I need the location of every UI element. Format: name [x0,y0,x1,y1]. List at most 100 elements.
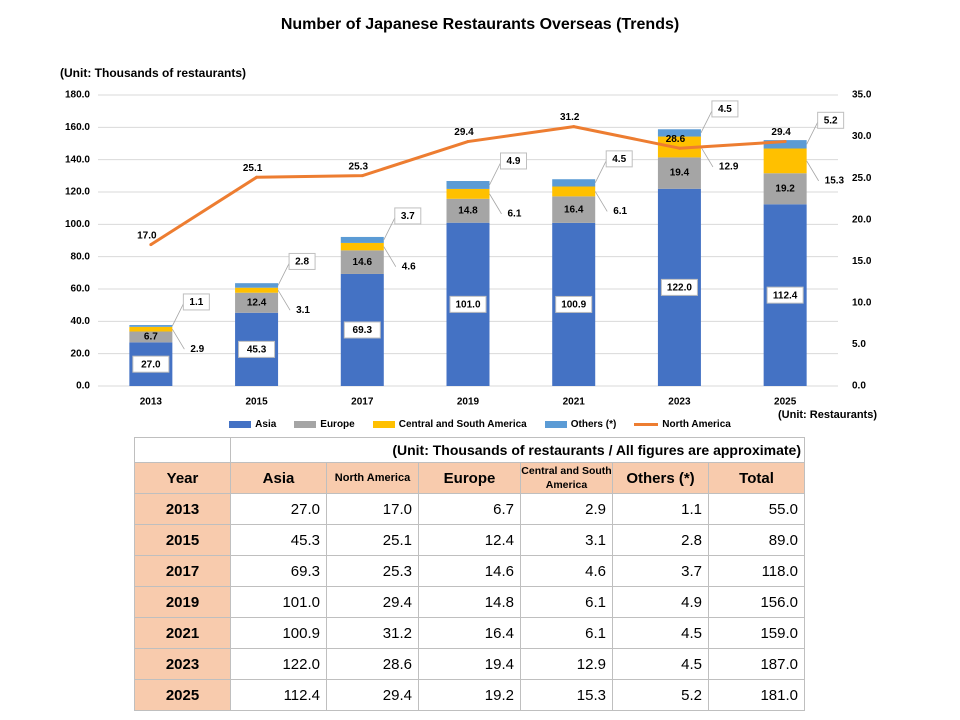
table-cell-others: 4.9 [612,586,709,618]
y2-tick-label: 25.0 [852,173,872,184]
table-cell-asia: 100.9 [230,617,327,649]
data-label-others-box [182,293,210,311]
table-row: 2015 45.3 25.1 12.4 3.1 2.8 89.0 [134,524,805,556]
data-label-others-box [711,100,739,118]
y-tick-label: 0.0 [76,381,90,392]
y-tick-label: 60.0 [71,284,91,295]
table-cell-others: 4.5 [612,648,709,680]
table-header-north-america: North America [326,462,419,494]
table-cell-asia: 69.3 [230,555,327,587]
table-row: 2017 69.3 25.3 14.6 4.6 3.7 118.0 [134,555,805,587]
data-label-europe: 19.4 [670,168,690,179]
leader-line [383,246,397,267]
data-label-others: 5.2 [824,115,838,126]
data-label-europe: 16.4 [564,204,584,215]
point-north-america [677,146,681,150]
y-tick-label: 80.0 [71,251,91,262]
table-unit-note: (Unit: Thousands of restaurants / All fi… [230,437,805,463]
data-label-europe: 12.4 [247,297,267,308]
data-label-others-box [605,150,633,168]
leader-line [172,328,185,350]
x-tick-label: 2021 [563,397,586,408]
table-cell-asia: 27.0 [230,493,327,525]
data-label-europe: 14.8 [458,205,478,216]
data-label-asia: 122.0 [667,283,692,294]
table-cell-total: 159.0 [708,617,805,649]
table-blank-cell [134,437,231,463]
data-label-central-south-america: 6.1 [613,206,627,217]
data-label-asia: 112.4 [773,290,798,301]
legend-swatch-europe [294,421,317,428]
table-header-europe: Europe [418,462,521,494]
x-tick-label: 2017 [351,397,374,408]
data-label-north-america: 31.2 [560,112,580,123]
data-label-others-box [288,252,316,270]
table-cell-north-america: 25.1 [326,524,419,556]
table-cell-total: 156.0 [708,586,805,618]
table-header-year: Year [134,462,231,494]
table-row: 2023 122.0 28.6 19.4 12.9 4.5 187.0 [134,648,805,680]
chart-canvas: 0.0 20.0 40.0 60.0 80.0 100.0 120.0 140.0 160.0 1… [65,90,872,408]
leader-line [594,191,608,212]
data-label-asia: 100.9 [561,300,586,311]
bar-central-south-america [552,186,596,197]
bar-europe [657,157,701,189]
table-cell-others: 1.1 [612,493,709,525]
table-cell-central-south-america: 2.9 [520,493,613,525]
point-north-america [783,140,787,144]
right-axis-unit: (Unit: Restaurants) [778,409,878,421]
leader-line [171,301,185,327]
table-header-asia: Asia [230,462,327,494]
y2-tick-label: 10.0 [852,297,872,308]
table-cell-year: 2013 [134,493,231,525]
legend-label-central-south-america: Central and South America [398,419,527,430]
point-north-america [572,125,576,129]
legend-line-north-america [634,423,659,426]
y-tick-label: 20.0 [71,348,91,359]
leader-line [700,146,714,168]
table-row: 2025 112.4 29.4 19.2 15.3 5.2 181.0 [134,679,805,711]
legend-label-asia: Asia [255,419,277,430]
point-north-america [360,174,364,178]
data-label-central-south-america: 2.9 [190,344,204,355]
legend-swatch-central-south-america [372,421,395,428]
table-header-total: Total [708,462,805,494]
data-label-north-america: 29.4 [454,127,474,138]
data-label-north-america: 25.1 [243,163,263,174]
table-header-others: Others (*) [612,462,709,494]
table-cell-asia: 112.4 [230,679,327,711]
y-tick-label: 180.0 [65,90,90,101]
data-label-others-box [394,207,422,225]
data-label-europe: 19.2 [775,183,795,194]
bar-others [340,236,384,243]
data-label-central-south-america: 4.6 [402,261,416,272]
data-label-europe: 6.7 [144,332,158,343]
bar-central-south-america [340,242,384,251]
table-cell-year: 2025 [134,679,231,711]
data-label-asia: 69.3 [353,325,373,336]
point-north-america [149,243,153,247]
table-cell-central-south-america: 6.1 [520,617,613,649]
table-cell-year: 2021 [134,617,231,649]
chart-legend: Asia Europe Central and South America Ot… [0,419,960,430]
data-label-others-box [500,152,527,170]
table-cell-europe: 14.8 [418,586,521,618]
data-label-asia-box [132,355,170,373]
bar-europe [446,198,490,223]
table-cell-europe: 14.6 [418,555,521,587]
leader-line [383,215,397,241]
bar-others [235,283,279,288]
bar-central-south-america [129,326,173,332]
table-cell-year: 2015 [134,524,231,556]
legend-label-europe: Europe [320,419,355,430]
table-cell-total: 55.0 [708,493,805,525]
bar-europe [552,196,596,223]
table-cell-asia: 101.0 [230,586,327,618]
table-cell-central-south-america: 6.1 [520,586,613,618]
table-cell-central-south-america: 12.9 [520,648,613,680]
table-cell-year: 2019 [134,586,231,618]
y2-tick-label: 35.0 [852,90,872,101]
legend-item-others: Others (*) [544,419,616,430]
data-label-central-south-america: 12.9 [719,162,739,173]
bar-others [552,179,596,187]
